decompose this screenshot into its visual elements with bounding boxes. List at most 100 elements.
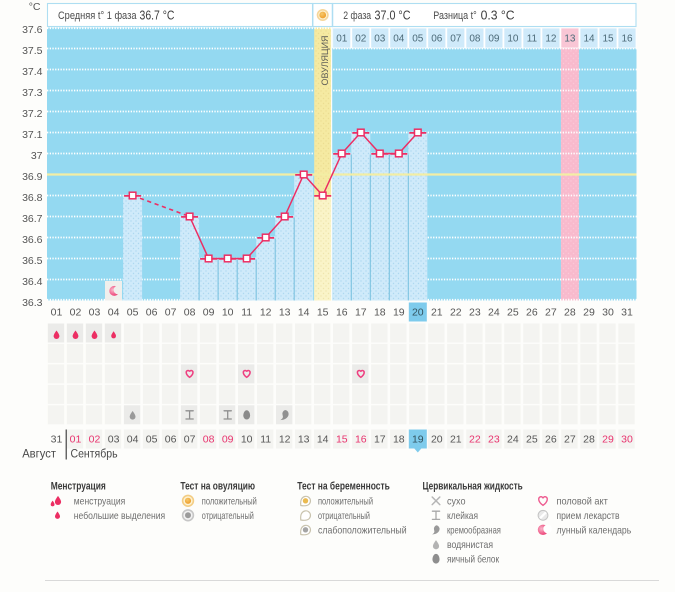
- svg-text:14: 14: [298, 307, 310, 319]
- svg-text:04: 04: [127, 434, 139, 446]
- svg-text:22: 22: [469, 434, 481, 446]
- svg-text:05: 05: [146, 434, 158, 446]
- svg-text:37: 37: [31, 150, 43, 162]
- svg-text:36.3: 36.3: [22, 297, 43, 309]
- svg-text:30: 30: [602, 307, 614, 319]
- svg-text:04: 04: [108, 307, 120, 319]
- svg-text:Разница t°: Разница t°: [433, 10, 476, 22]
- svg-text:16: 16: [336, 307, 348, 319]
- svg-text:36.4: 36.4: [22, 276, 43, 288]
- svg-text:02: 02: [355, 34, 367, 45]
- svg-text:10: 10: [222, 307, 234, 319]
- svg-text:прием лекарств: прием лекарств: [557, 510, 620, 522]
- svg-text:09: 09: [222, 434, 234, 446]
- svg-text:13: 13: [564, 34, 576, 45]
- svg-text:05: 05: [412, 34, 424, 45]
- svg-text:25: 25: [526, 434, 538, 446]
- svg-text:37.2: 37.2: [22, 108, 43, 120]
- svg-text:05: 05: [127, 307, 139, 319]
- svg-text:22: 22: [450, 307, 462, 319]
- svg-text:°C: °C: [29, 1, 41, 13]
- svg-text:31: 31: [621, 307, 633, 319]
- svg-text:29: 29: [602, 434, 614, 446]
- svg-text:06: 06: [146, 307, 158, 319]
- svg-text:08: 08: [184, 307, 196, 319]
- svg-text:04: 04: [393, 34, 405, 45]
- svg-text:15: 15: [317, 307, 329, 319]
- svg-text:20: 20: [431, 434, 443, 446]
- svg-text:30: 30: [621, 434, 633, 446]
- svg-text:37.5: 37.5: [22, 45, 43, 57]
- svg-text:15: 15: [602, 34, 614, 45]
- svg-text:28: 28: [583, 434, 595, 446]
- svg-text:36.5: 36.5: [22, 255, 43, 267]
- svg-text:26: 26: [545, 434, 557, 446]
- svg-text:16: 16: [355, 434, 367, 446]
- svg-text:03: 03: [374, 34, 386, 45]
- svg-text:12: 12: [279, 434, 291, 446]
- svg-text:отрицательный: отрицательный: [202, 510, 254, 522]
- svg-text:Тест на овуляцию: Тест на овуляцию: [180, 480, 255, 492]
- svg-text:28: 28: [564, 307, 576, 319]
- svg-text:08: 08: [203, 434, 215, 446]
- svg-text:отрицательный: отрицательный: [318, 510, 370, 522]
- svg-text:кремообразная: кремообразная: [447, 525, 501, 537]
- svg-text:01: 01: [70, 434, 82, 446]
- svg-text:06: 06: [165, 434, 177, 446]
- svg-text:31: 31: [51, 434, 63, 446]
- svg-text:37.1: 37.1: [22, 129, 43, 141]
- svg-text:07: 07: [165, 307, 177, 319]
- svg-text:36.7 °C: 36.7 °C: [140, 7, 175, 22]
- svg-text:слабоположительный: слабоположительный: [318, 525, 407, 537]
- svg-text:лунный календарь: лунный календарь: [557, 525, 632, 537]
- svg-text:07: 07: [184, 434, 196, 446]
- svg-text:14: 14: [317, 434, 329, 446]
- svg-text:24: 24: [507, 434, 519, 446]
- svg-text:06: 06: [431, 34, 443, 45]
- svg-text:37.4: 37.4: [22, 66, 43, 78]
- svg-text:11: 11: [241, 307, 252, 319]
- svg-text:12: 12: [545, 34, 557, 45]
- svg-text:23: 23: [469, 307, 481, 319]
- svg-text:сухо: сухо: [447, 496, 466, 508]
- svg-text:26: 26: [526, 307, 538, 319]
- svg-text:09: 09: [203, 307, 215, 319]
- svg-text:29: 29: [583, 307, 595, 319]
- svg-text:Менструация: Менструация: [51, 480, 106, 492]
- svg-text:23: 23: [488, 434, 500, 446]
- svg-text:21: 21: [431, 307, 443, 319]
- svg-text:27: 27: [564, 434, 576, 446]
- svg-text:Сентябрь: Сентябрь: [71, 449, 118, 461]
- svg-text:36.7: 36.7: [22, 213, 43, 225]
- svg-text:21: 21: [450, 434, 462, 446]
- svg-text:37.0 °C: 37.0 °C: [375, 7, 411, 22]
- svg-text:25: 25: [507, 307, 519, 319]
- svg-text:07: 07: [450, 34, 462, 45]
- svg-text:14: 14: [583, 34, 595, 45]
- svg-text:10: 10: [507, 34, 519, 45]
- svg-text:18: 18: [374, 307, 386, 319]
- svg-text:19: 19: [393, 307, 405, 319]
- svg-text:менструация: менструация: [74, 496, 126, 508]
- svg-text:36.8: 36.8: [22, 192, 43, 204]
- svg-text:02: 02: [70, 307, 82, 319]
- svg-text:10: 10: [241, 434, 253, 446]
- svg-text:03: 03: [89, 307, 101, 319]
- svg-text:11: 11: [527, 34, 538, 45]
- svg-text:01: 01: [51, 307, 63, 319]
- svg-text:19: 19: [412, 434, 424, 446]
- svg-text:небольшие выделения: небольшие выделения: [74, 510, 165, 522]
- svg-text:17: 17: [355, 307, 367, 319]
- svg-text:13: 13: [279, 307, 291, 319]
- svg-text:Тест на беременность: Тест на беременность: [297, 480, 390, 492]
- svg-text:ОВУЛЯЦИЯ: ОВУЛЯЦИЯ: [320, 35, 331, 85]
- svg-text:половой акт: половой акт: [557, 496, 608, 508]
- svg-text:03: 03: [108, 434, 120, 446]
- svg-text:яичный белок: яичный белок: [447, 554, 499, 566]
- svg-text:Цервикальная жидкость: Цервикальная жидкость: [423, 480, 523, 492]
- svg-text:18: 18: [393, 434, 405, 446]
- svg-text:11: 11: [260, 434, 271, 446]
- svg-text:01: 01: [336, 34, 348, 45]
- svg-text:15: 15: [336, 434, 348, 446]
- svg-text:09: 09: [488, 34, 500, 45]
